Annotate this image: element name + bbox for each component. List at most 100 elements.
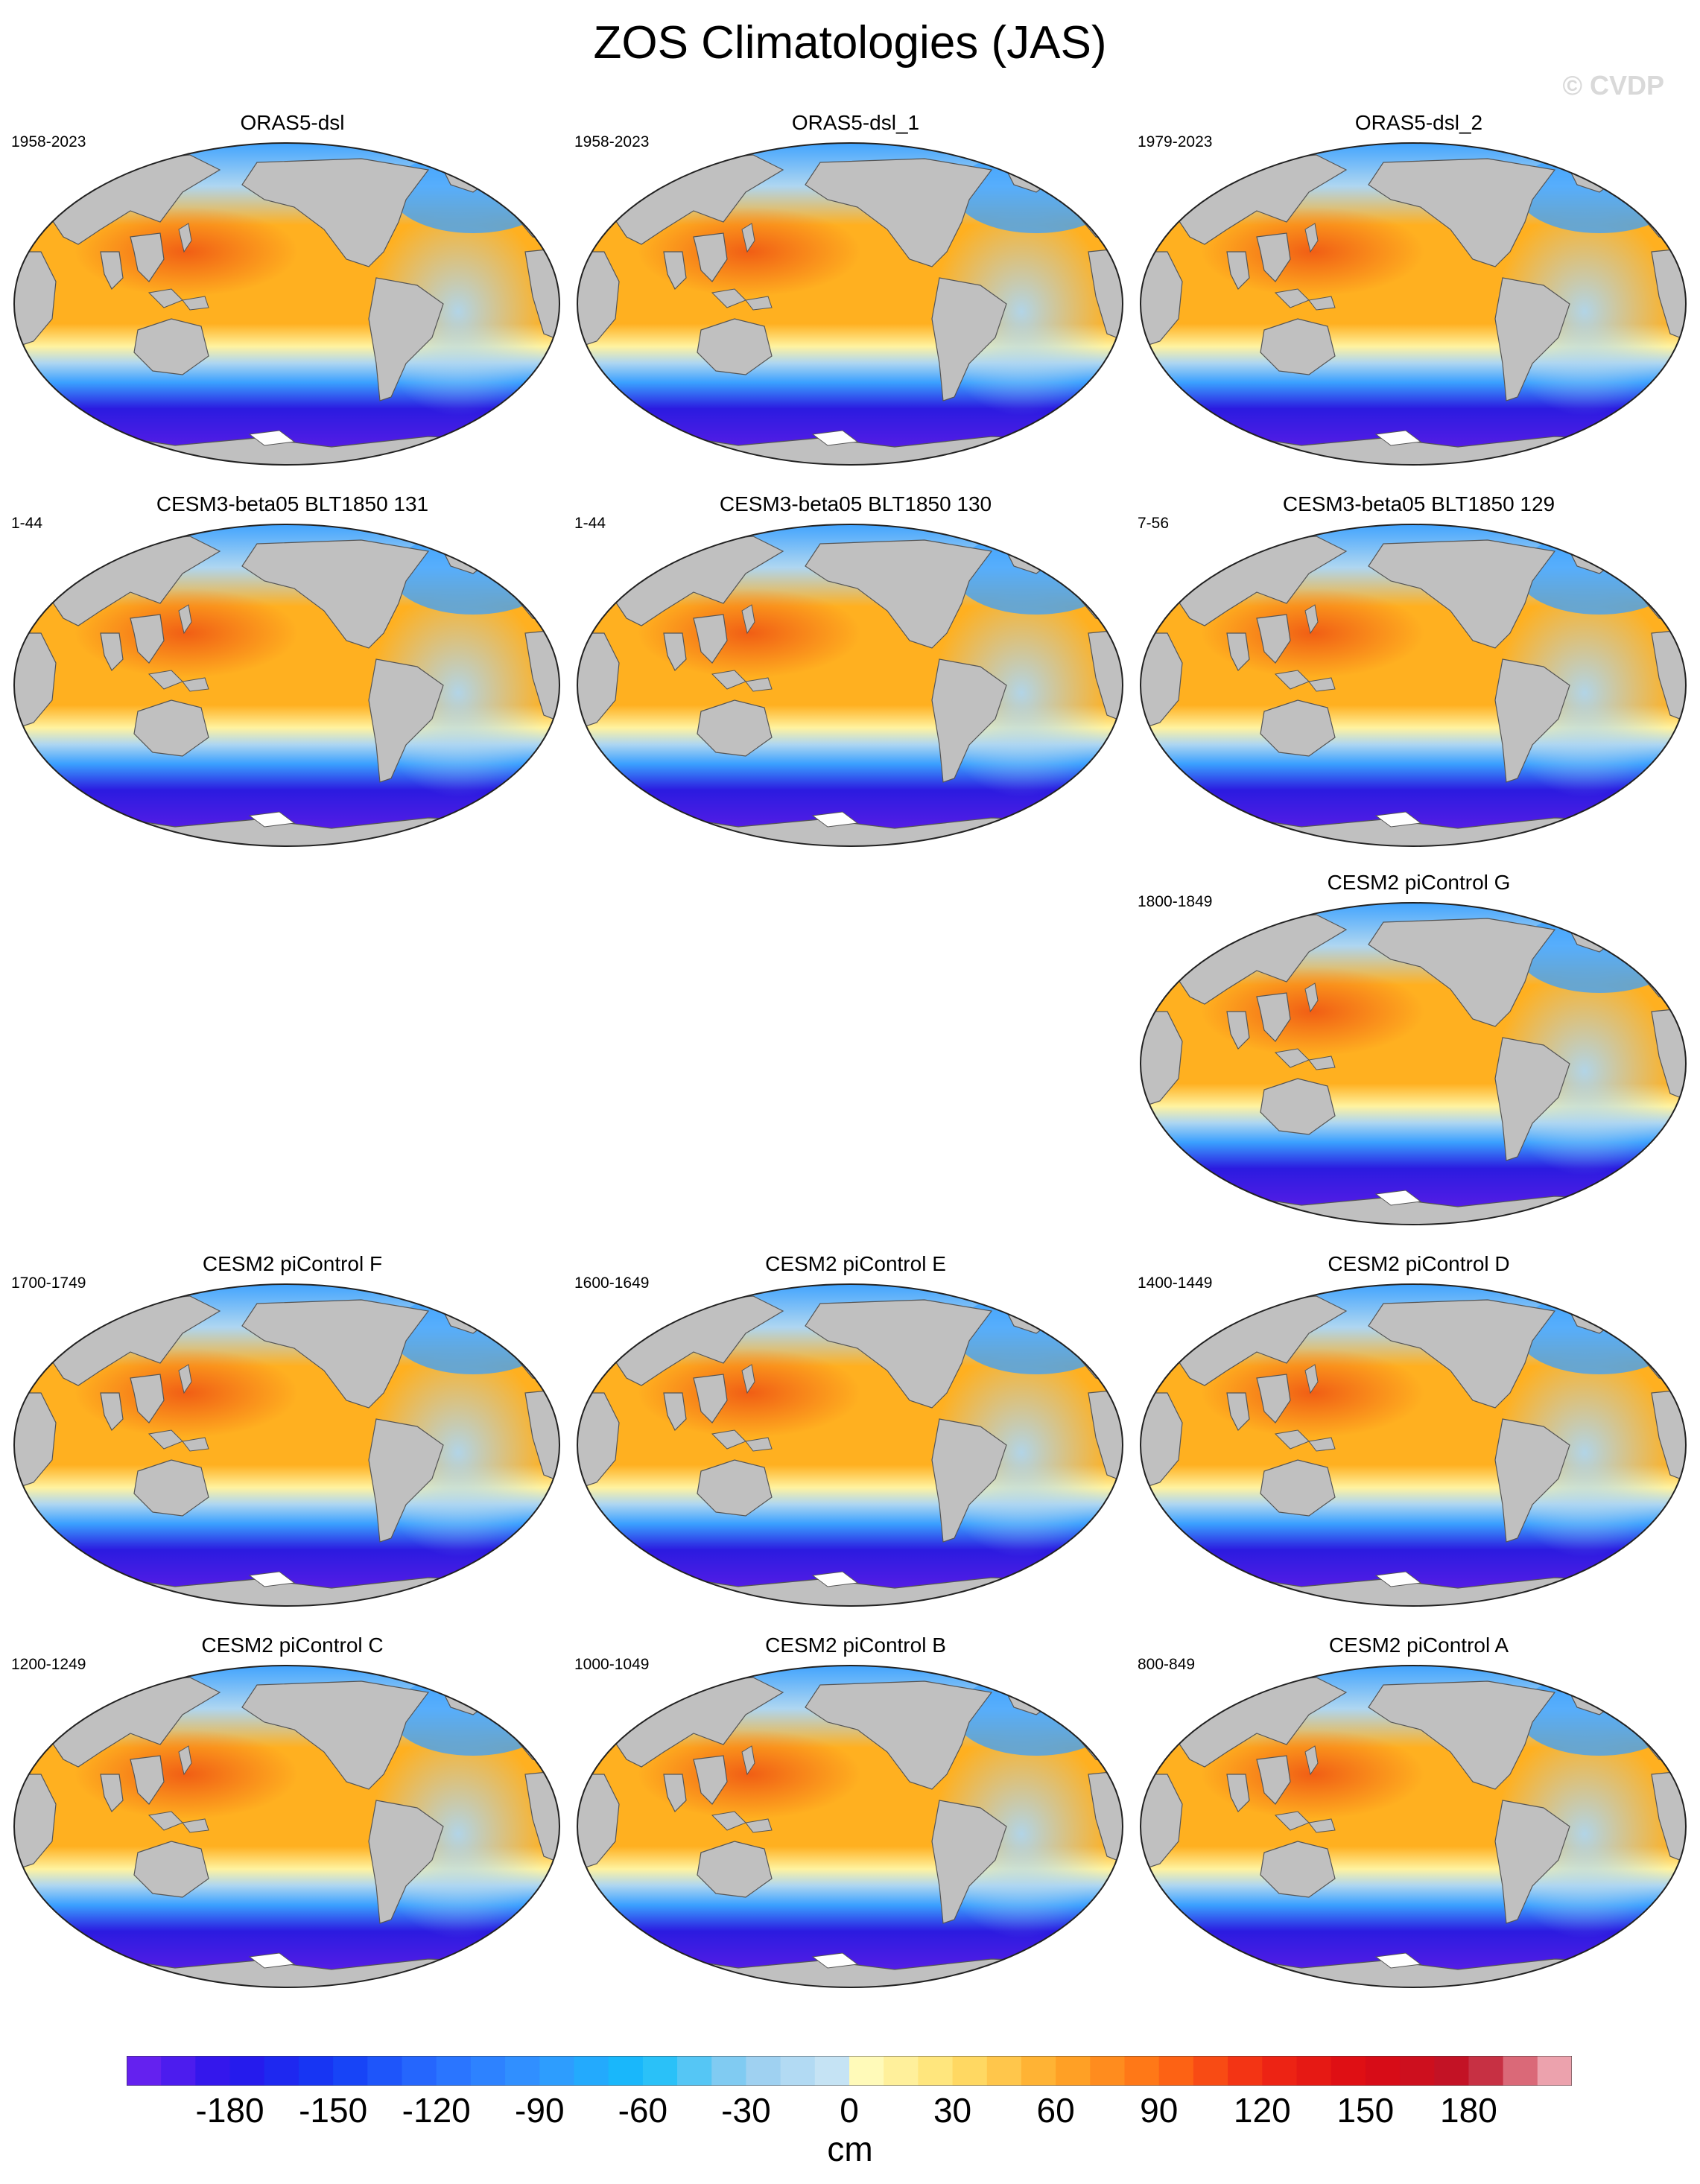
colorbar-bin	[1124, 2056, 1160, 2086]
map-panel-cesm2-f: CESM2 piControl F 1700-1749	[11, 1251, 574, 1609]
colorbar-bin	[1021, 2056, 1056, 2086]
world-map	[13, 1283, 560, 1607]
panel-title: CESM2 piControl F	[202, 1252, 383, 1275]
colorbar-bin	[711, 2056, 747, 2086]
colorbar-tick-label: 120	[1233, 2091, 1291, 2130]
colorbar-tick-label: -90	[515, 2091, 565, 2130]
panel-title: CESM2 piControl E	[765, 1252, 946, 1275]
colorbar-bin	[814, 2056, 850, 2086]
map-panel-cesm2-b: CESM2 piControl B 1000-1049	[574, 1633, 1137, 1990]
map-panel-cesm2-c: CESM2 piControl C 1200-1249	[11, 1633, 574, 1990]
world-map	[1140, 902, 1687, 1225]
colorbar-bin	[1262, 2056, 1298, 2086]
colorbar-bin	[1468, 2056, 1504, 2086]
colorbar-bin	[436, 2056, 472, 2086]
world-map	[1140, 1665, 1687, 1988]
panel-years: 800-849	[1138, 1656, 1196, 1673]
colorbar-bin	[402, 2056, 437, 2086]
colorbar-bin	[1158, 2056, 1194, 2086]
panel-years: 1600-1649	[574, 1274, 650, 1292]
map-panel-oras5-dsl-1: ORAS5-dsl_1 1958-2023	[574, 110, 1137, 468]
map-panel-cesm2-d: CESM2 piControl D 1400-1449	[1138, 1251, 1700, 1609]
colorbar-ticks: -180 -150 -120 -90 -60 -30 0 30 60 90 120 150 180	[127, 2090, 1572, 2135]
colorbar-bin	[849, 2056, 884, 2086]
colorbar-tick-label: -180	[195, 2091, 264, 2130]
colorbar-bin	[505, 2056, 540, 2086]
world-map	[1140, 1283, 1687, 1607]
world-map	[13, 524, 560, 847]
panel-title: CESM2 piControl A	[1328, 1634, 1509, 1657]
colorbar-bin	[1193, 2056, 1228, 2086]
colorbar-bin	[470, 2056, 506, 2086]
colorbar-bin	[574, 2056, 609, 2086]
colorbar-unit: cm	[827, 2130, 873, 2168]
colorbar-bin	[1056, 2056, 1091, 2086]
panel-years: 1979-2023	[1138, 133, 1213, 150]
colorbar-bin	[952, 2056, 988, 2086]
colorbar-bin	[1537, 2056, 1572, 2086]
colorbar-bin	[1400, 2056, 1435, 2086]
panel-years: 1400-1449	[1138, 1274, 1213, 1292]
colorbar-bin	[746, 2056, 781, 2086]
watermark: © CVDP	[1562, 70, 1664, 101]
panel-years: 1000-1049	[574, 1656, 650, 1673]
world-map	[13, 1665, 560, 1988]
panel-title: ORAS5-dsl_1	[791, 111, 920, 134]
panel-years: 1200-1249	[11, 1656, 86, 1673]
map-panel-cesm3-130: CESM3-beta05 BLT1850 130 1-44	[574, 492, 1137, 849]
panel-title: CESM3-beta05 BLT1850 129	[1282, 492, 1555, 515]
colorbar-bin	[333, 2056, 368, 2086]
world-map	[577, 1283, 1123, 1607]
panel-title: CESM2 piControl C	[201, 1634, 384, 1657]
colorbar-bin	[986, 2056, 1022, 2086]
panel-years: 1-44	[11, 515, 43, 532]
map-panel-cesm3-131: CESM3-beta05 BLT1850 131 1-44	[11, 492, 574, 849]
map-panel-cesm2-e: CESM2 piControl E 1600-1649	[574, 1251, 1137, 1609]
colorbar-bin	[195, 2056, 231, 2086]
world-map	[577, 524, 1123, 847]
panel-title: ORAS5-dsl	[240, 111, 345, 134]
map-panel-cesm2-a: CESM2 piControl A 800-849	[1138, 1633, 1700, 1990]
colorbar-bin	[367, 2056, 403, 2086]
colorbar-tick-label: -150	[299, 2091, 368, 2130]
map-panel-cesm2-g: CESM2 piControl G 1800-1849	[1138, 870, 1700, 1228]
colorbar-bin	[539, 2056, 575, 2086]
world-map	[13, 142, 560, 466]
colorbar-tick-label: 150	[1336, 2091, 1395, 2130]
colorbar-tick-label: -30	[721, 2091, 771, 2130]
panel-years: 1-44	[574, 515, 606, 532]
panel-years: 1800-1849	[1138, 893, 1213, 910]
panel-title: CESM2 piControl D	[1328, 1252, 1510, 1275]
colorbar-tick-label: 60	[1036, 2091, 1075, 2130]
colorbar-bin	[780, 2056, 816, 2086]
world-map	[577, 142, 1123, 466]
world-map	[577, 1665, 1123, 1988]
colorbar-bin	[677, 2056, 712, 2086]
figure-title: ZOS Climatologies (JAS)	[593, 17, 1107, 69]
panel-title: CESM2 piControl G	[1327, 871, 1511, 894]
colorbar-bin	[918, 2056, 954, 2086]
map-panel-oras5-dsl: ORAS5-dsl 1958-2023	[11, 110, 574, 468]
colorbar-tick-label: 90	[1140, 2091, 1179, 2130]
colorbar-bin	[1296, 2056, 1332, 2086]
map-panel-oras5-dsl-2: ORAS5-dsl_2 1979-2023	[1138, 110, 1700, 468]
colorbar-bin	[1365, 2056, 1401, 2086]
panel-title: CESM2 piControl B	[765, 1634, 946, 1657]
colorbar-bin	[884, 2056, 919, 2086]
colorbar-tick-label: 180	[1440, 2091, 1497, 2130]
world-map	[1140, 142, 1687, 466]
panel-years: 1958-2023	[574, 133, 650, 150]
panel-title: CESM3-beta05 BLT1850 131	[156, 492, 429, 515]
panel-title: ORAS5-dsl_2	[1354, 111, 1483, 134]
colorbar-bin	[1503, 2056, 1538, 2086]
colorbar-bin	[161, 2056, 196, 2086]
colorbar-bin	[264, 2056, 299, 2086]
colorbar-bin	[1228, 2056, 1263, 2086]
panel-title: CESM3-beta05 BLT1850 130	[719, 492, 992, 515]
colorbar-tick-label: -120	[402, 2091, 471, 2130]
colorbar-bin	[127, 2056, 162, 2086]
colorbar-tick-label: 0	[840, 2091, 859, 2130]
panel-years: 1700-1749	[11, 1274, 86, 1292]
colorbar-bin	[642, 2056, 678, 2086]
colorbar-bin	[1330, 2056, 1366, 2086]
